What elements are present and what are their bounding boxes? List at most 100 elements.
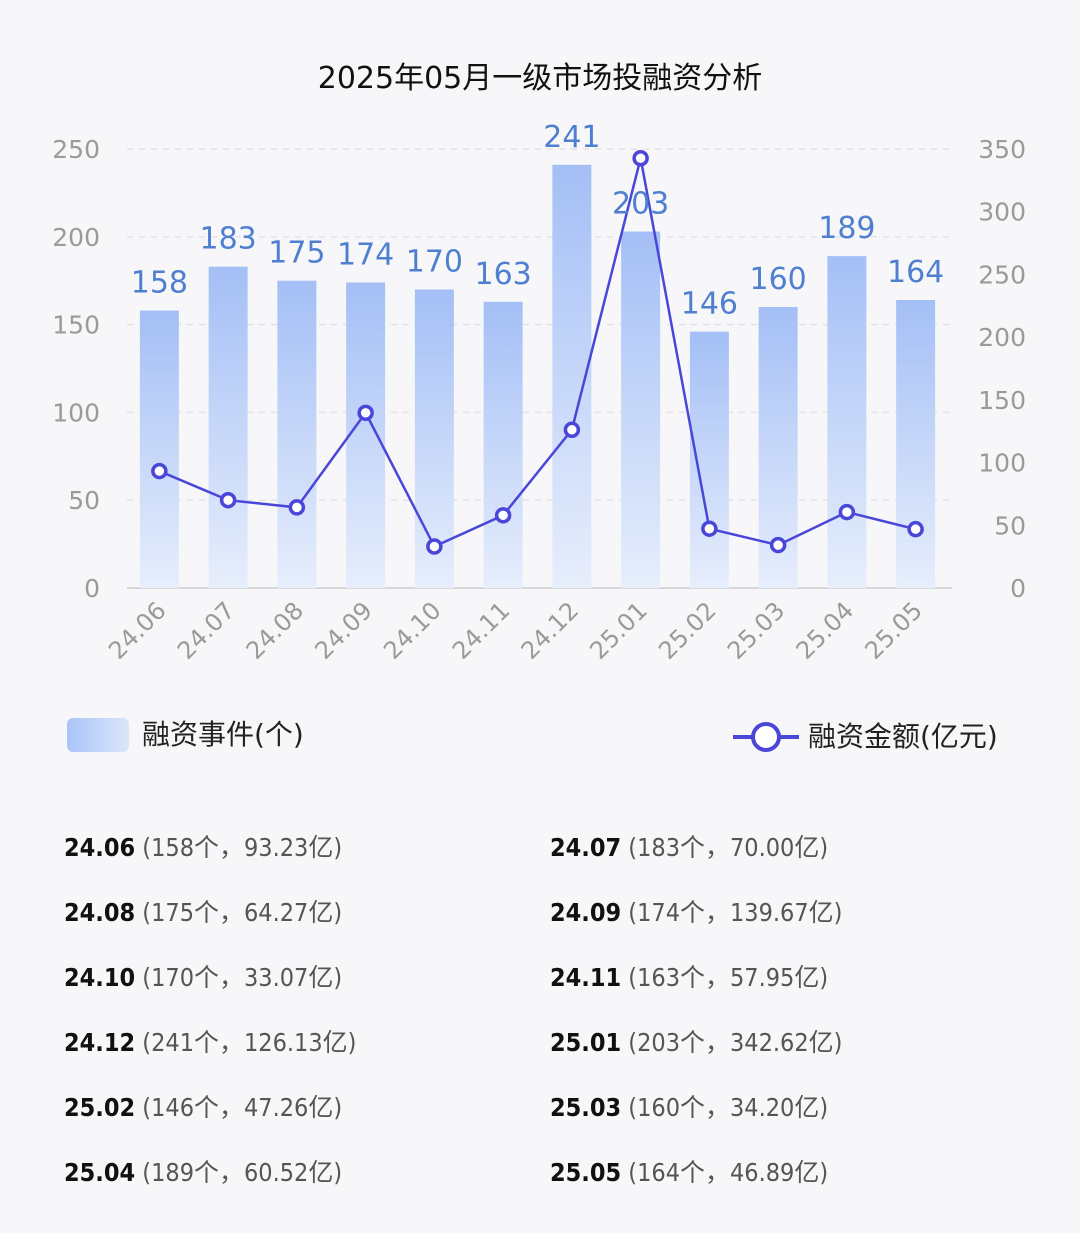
summary-month: 24.08: [64, 898, 136, 927]
legend-line-icon: [733, 722, 799, 752]
right-axis-tick-label: 350: [978, 135, 1026, 164]
x-axis-tick-label: 24.06: [103, 596, 171, 664]
summary-item: 25.01 (203个，342.62亿): [550, 1023, 842, 1063]
summary-detail: (241个，126.13亿): [135, 1028, 357, 1057]
bar-value-label: 163: [474, 257, 531, 292]
x-axis-tick-label: 25.01: [584, 596, 652, 664]
summary-month: 24.06: [64, 833, 136, 862]
summary-item: 25.03 (160个，34.20亿): [550, 1088, 828, 1128]
summary-item: 24.08 (175个，64.27亿): [64, 893, 342, 933]
summary-detail: (175个，64.27亿): [135, 898, 343, 927]
legend-line-label: 融资金额(亿元): [808, 720, 998, 753]
summary-detail: (160个，34.20亿): [621, 1093, 829, 1122]
summary-item: 24.12 (241个，126.13亿): [64, 1023, 356, 1063]
summary-detail: (163个，57.95亿): [621, 963, 829, 992]
bar-value-label: 158: [131, 266, 188, 301]
x-axis-tick-label: 25.05: [859, 596, 927, 664]
summary-item: 25.05 (164个，46.89亿): [550, 1153, 828, 1193]
right-axis-tick-label: 50: [994, 511, 1026, 540]
bar: [277, 280, 317, 588]
summary-detail: (170个，33.07亿): [135, 963, 343, 992]
legend-bar-swatch: [67, 718, 129, 752]
bar: [621, 231, 661, 589]
x-axis-tick-label: 25.03: [722, 596, 790, 664]
line-point: [219, 491, 237, 509]
bar: [208, 266, 248, 588]
right-axis-tick-label: 100: [978, 449, 1026, 478]
line-point: [494, 507, 512, 524]
summary-month: 24.11: [550, 963, 622, 992]
x-axis-tick-label: 24.09: [309, 596, 377, 664]
summary-month: 25.03: [550, 1093, 622, 1122]
bar: [827, 256, 867, 588]
summary-item: 24.10 (170个，33.07亿): [64, 958, 342, 998]
line-point: [563, 421, 581, 439]
summary-detail: (189个，60.52亿): [135, 1158, 343, 1187]
summary-item: 24.07 (183个，70.00亿): [550, 828, 828, 868]
left-axis-tick-label: 200: [52, 223, 100, 252]
chart-title: 2025年05月一级市场投融资分析: [318, 61, 763, 96]
line-point: [288, 499, 306, 516]
bar: [139, 310, 179, 588]
bar: [414, 289, 454, 588]
left-axis-tick-label: 0: [84, 574, 100, 603]
line-point: [357, 404, 374, 422]
bar-value-label: 189: [818, 211, 875, 246]
summary-item: 25.04 (189个，60.52亿): [64, 1153, 342, 1193]
line-point: [838, 503, 856, 521]
summary-month: 24.10: [64, 963, 136, 992]
bar-value-label: 160: [749, 262, 806, 297]
bar-value-label: 241: [543, 120, 600, 155]
summary-detail: (158个，93.23亿): [135, 833, 343, 862]
x-axis-tick-label: 24.08: [241, 596, 309, 664]
summary-detail: (164个，46.89亿): [621, 1158, 829, 1187]
x-axis-tick-label: 24.12: [516, 596, 584, 664]
chart-area: 2025年05月一级市场投融资分析 158 183 175 174 170 163 241 2…: [52, 61, 1026, 665]
line-point: [769, 536, 787, 554]
line-point: [426, 538, 443, 555]
right-axis-tick-label: 150: [978, 386, 1026, 415]
x-axis-tick-label: 24.07: [172, 596, 240, 664]
bar-value-label: 170: [406, 244, 463, 279]
left-axis-tick-label: 100: [52, 398, 100, 427]
x-axis-tick-label: 25.04: [791, 596, 859, 664]
bar-value-label: 175: [268, 236, 325, 271]
right-axis-tick-label: 0: [1010, 574, 1026, 603]
summary-item: 24.09 (174个，139.67亿): [550, 893, 842, 933]
summary-month: 24.09: [550, 898, 622, 927]
summary-item: 24.11 (163个，57.95亿): [550, 958, 828, 998]
line-point: [701, 520, 718, 537]
summary-detail: (146个，47.26亿): [135, 1093, 343, 1122]
summary-month: 25.04: [64, 1158, 136, 1187]
left-axis-tick-label: 250: [52, 135, 100, 164]
right-axis-tick-label: 300: [978, 198, 1026, 227]
summary-detail: (174个，139.67亿): [621, 898, 843, 927]
summary-month: 25.02: [64, 1093, 136, 1122]
bar: [896, 300, 936, 588]
summary-month: 25.05: [550, 1158, 622, 1187]
legend-bar-label: 融资事件(个): [142, 718, 304, 751]
summary-month: 25.01: [550, 1028, 622, 1057]
bar: [483, 301, 523, 588]
bar-value-label: 174: [337, 237, 394, 272]
line-point: [907, 520, 924, 538]
bar: [346, 282, 386, 588]
summary-month: 24.07: [550, 833, 622, 862]
bar-value-label: 183: [199, 222, 256, 257]
line-point: [632, 150, 649, 167]
summary-item: 24.06 (158个，93.23亿): [64, 828, 342, 868]
x-axis-tick-label: 24.10: [378, 596, 446, 664]
right-axis-tick-label: 200: [978, 323, 1026, 352]
bar-value-label: 164: [887, 255, 944, 290]
summary-detail: (183个，70.00亿): [621, 833, 829, 862]
line-point: [151, 462, 168, 480]
summary-month: 24.12: [64, 1028, 136, 1057]
left-axis-tick-label: 50: [68, 486, 100, 515]
left-axis-tick-label: 150: [52, 311, 100, 340]
right-axis-tick-label: 250: [978, 260, 1026, 289]
summary-item: 25.02 (146个，47.26亿): [64, 1088, 342, 1128]
line-series: [158, 157, 916, 549]
bar-value-label: 203: [612, 187, 669, 222]
bar-value-label: 146: [681, 287, 738, 322]
